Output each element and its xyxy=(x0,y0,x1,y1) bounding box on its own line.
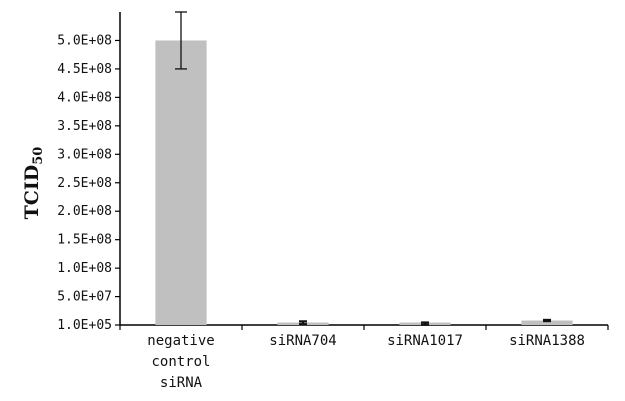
y-tick-label: 1.5E+08 xyxy=(57,233,112,248)
x-category-label: negative xyxy=(147,333,214,349)
y-axis-title-subscript: 50 xyxy=(31,147,46,165)
x-category-label: siRNA1017 xyxy=(387,333,463,349)
y-tick-label: 1.0E+08 xyxy=(57,261,112,276)
plot-area: 1.0E+05 5.0E+07 1.0E+08 1.5E+08 2.0E+08 2.5E+… xyxy=(57,11,609,391)
x-category-label: control xyxy=(151,354,210,370)
y-tick-label: 3.5E+08 xyxy=(57,119,112,134)
y-tick-label: 2.5E+08 xyxy=(57,176,112,191)
bar xyxy=(521,320,573,325)
y-tick-label: 2.0E+08 xyxy=(57,204,112,219)
bar xyxy=(155,40,207,326)
y-tick-label: 1.0E+05 xyxy=(57,318,112,333)
x-category-label: siRNA xyxy=(160,375,203,391)
y-tick-label: 5.0E+07 xyxy=(57,290,112,305)
y-tick-label: 4.5E+08 xyxy=(57,62,112,77)
y-axis-title: TCID50 xyxy=(21,147,46,220)
y-tick-label: 3.0E+08 xyxy=(57,147,112,162)
x-category-label: siRNA704 xyxy=(269,333,336,349)
y-axis-title-text: TCID50 xyxy=(21,147,46,220)
y-tick-label: 4.0E+08 xyxy=(57,90,112,105)
x-category-label: siRNA1388 xyxy=(509,333,585,349)
y-tick-label: 5.0E+08 xyxy=(57,33,112,48)
